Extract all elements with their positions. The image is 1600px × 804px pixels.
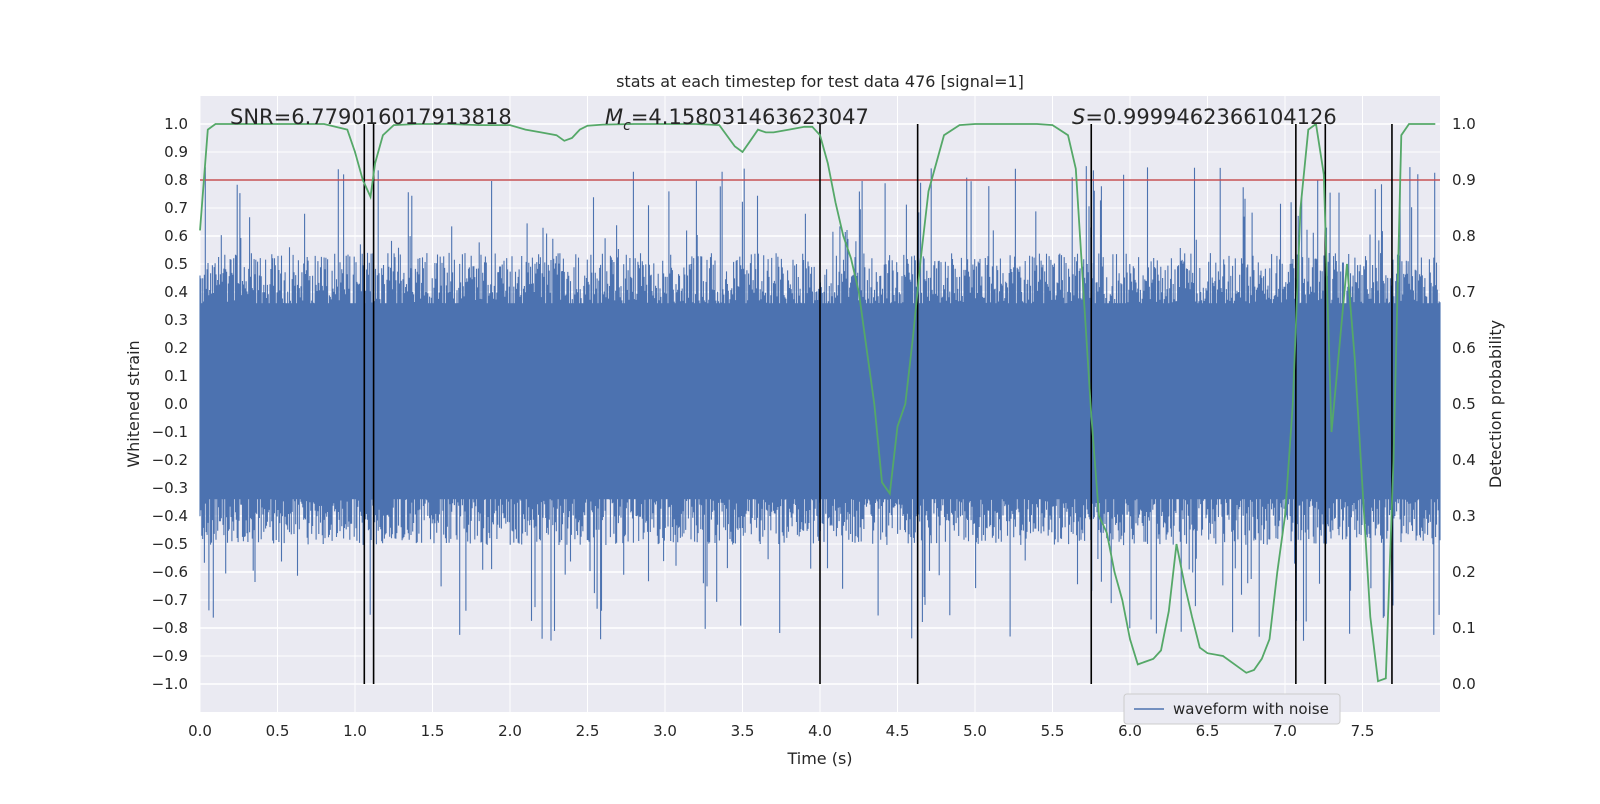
x-tick-labels: 0.0 0.5 1.0 1.5 2.0 2.5 3.0 3.5 4.0 4.5 5.0 5.5 6.0 6… <box>188 722 1374 740</box>
y-tick-label: 0.8 <box>164 171 188 189</box>
annotation-significance: S=0.9999462366104126 <box>1072 105 1337 129</box>
y-tick-label: 0.6 <box>164 227 188 245</box>
annotation-chirp-mass-symbol: M <box>605 105 623 129</box>
y2-tick-label: 0.7 <box>1452 283 1476 301</box>
y-tick-label: −0.9 <box>152 647 188 665</box>
y-tick-label: −0.1 <box>152 423 188 441</box>
x-tick-label: 6.0 <box>1118 722 1142 740</box>
y-tick-label: 0.9 <box>164 143 188 161</box>
strain-trace <box>199 166 1441 641</box>
y-tick-label: 0.3 <box>164 311 188 329</box>
y-tick-label: −0.2 <box>152 451 188 469</box>
x-tick-label: 1.5 <box>421 722 445 740</box>
y-tick-labels: 1.0 0.9 0.8 0.7 0.6 0.5 0.4 0.3 0.2 0.1 0.0 −0.1 −0.… <box>152 115 188 693</box>
y-tick-label: −0.8 <box>152 619 188 637</box>
y2-tick-label: 0.0 <box>1452 675 1476 693</box>
x-tick-label: 2.0 <box>498 722 522 740</box>
y2-tick-label: 1.0 <box>1452 115 1476 133</box>
x-tick-label: 6.5 <box>1196 722 1220 740</box>
y-tick-label: −0.5 <box>152 535 188 553</box>
x-tick-label: 4.5 <box>886 722 910 740</box>
x-tick-label: 0.0 <box>188 722 212 740</box>
y-tick-label: 0.7 <box>164 199 188 217</box>
x-tick-label: 2.5 <box>576 722 600 740</box>
x-tick-label: 3.5 <box>731 722 755 740</box>
y-tick-label: 0.4 <box>164 283 188 301</box>
y-tick-label: 1.0 <box>164 115 188 133</box>
y2-tick-label: 0.3 <box>1452 507 1476 525</box>
annotation-chirp-mass-subscript: c <box>623 118 631 134</box>
y-tick-label: −0.6 <box>152 563 188 581</box>
x-tick-label: 3.0 <box>653 722 677 740</box>
legend-box <box>1123 693 1341 725</box>
y2-tick-label: 0.5 <box>1452 395 1476 413</box>
x-tick-label: 7.0 <box>1273 722 1297 740</box>
x-tick-label: 1.0 <box>343 722 367 740</box>
y-tick-label: −0.3 <box>152 479 188 497</box>
y-tick-label: 0.0 <box>164 395 188 413</box>
y-tick-label: −0.7 <box>152 591 188 609</box>
y2-axis-label: Detection probability <box>1486 320 1505 488</box>
x-tick-label: 4.0 <box>808 722 832 740</box>
y-tick-label: −1.0 <box>152 675 188 693</box>
x-tick-label: 0.5 <box>266 722 290 740</box>
legend: waveform with noise <box>1123 693 1341 725</box>
y-tick-label: −0.4 <box>152 507 188 525</box>
y2-tick-label: 0.8 <box>1452 227 1476 245</box>
y-tick-label: 0.5 <box>164 255 188 273</box>
y2-tick-label: 0.1 <box>1452 619 1476 637</box>
chart-title: stats at each timestep for test data 476… <box>616 72 1024 91</box>
y2-tick-label: 0.6 <box>1452 339 1476 357</box>
y-tick-label: 0.1 <box>164 367 188 385</box>
annotation-chirp-mass-value: =4.158031463623047 <box>631 105 869 129</box>
y2-tick-label: 0.2 <box>1452 563 1476 581</box>
annotation-significance-value: =0.9999462366104126 <box>1085 105 1336 129</box>
annotation-chirp-mass: Mc=4.158031463623047 <box>605 105 869 134</box>
y2-tick-label: 0.9 <box>1452 171 1476 189</box>
annotation-significance-symbol: S <box>1072 105 1085 129</box>
x-tick-label: 5.0 <box>963 722 987 740</box>
x-axis-label: Time (s) <box>786 749 852 768</box>
x-tick-label: 7.5 <box>1351 722 1375 740</box>
annotation-snr: SNR=6.779016017913818 <box>230 105 512 129</box>
y-tick-label: 0.2 <box>164 339 188 357</box>
y2-tick-label: 0.4 <box>1452 451 1476 469</box>
y2-tick-labels: 1.0 0.9 0.8 0.7 0.6 0.5 0.4 0.3 0.2 0.1 0.0 <box>1452 115 1476 693</box>
legend-label-waveform: waveform with noise <box>1173 700 1329 718</box>
y-axis-label: Whitened strain <box>124 340 143 467</box>
x-tick-label: 5.5 <box>1041 722 1065 740</box>
probability-line <box>199 122 1436 683</box>
probability-series <box>199 122 1436 683</box>
